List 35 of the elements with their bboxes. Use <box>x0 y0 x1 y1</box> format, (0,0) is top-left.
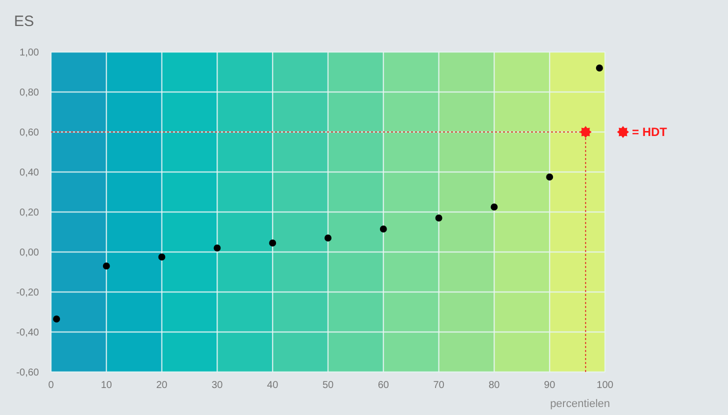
point <box>269 240 276 246</box>
legend-label: = HDT <box>632 125 668 140</box>
point <box>596 64 603 72</box>
y-tick-label: 0,40 <box>20 168 40 178</box>
x-tick-label: 40 <box>267 380 279 391</box>
y-tick-label: 0,60 <box>20 128 40 138</box>
point <box>435 214 442 222</box>
y-tick-label: -0,40 <box>16 328 40 338</box>
x-tick-label: 70 <box>433 380 445 391</box>
point <box>102 262 110 270</box>
point <box>53 316 60 322</box>
point <box>214 244 221 252</box>
point <box>324 234 332 242</box>
x-tick-label: 100 <box>596 380 614 391</box>
y-tick-label: 0,20 <box>20 208 40 218</box>
point <box>490 204 498 210</box>
point <box>380 226 387 232</box>
x-axis-title: percentielen <box>550 398 610 410</box>
y-axis-title: ES <box>14 13 34 30</box>
y-tick-label: 0,00 <box>20 248 40 258</box>
x-tick-label: 90 <box>544 380 556 391</box>
x-tick-label: 10 <box>100 380 112 391</box>
point <box>158 254 166 260</box>
x-tick-label: 30 <box>212 380 224 391</box>
point <box>546 174 554 180</box>
point <box>580 126 592 138</box>
x-tick-label: 20 <box>156 380 168 391</box>
y-tick-label: -0,60 <box>16 368 40 378</box>
x-tick-label: 60 <box>378 380 390 391</box>
x-tick-label: 50 <box>322 380 334 391</box>
y-tick-label: -0,20 <box>16 288 40 298</box>
y-tick-label: 0,80 <box>20 88 40 98</box>
y-tick-label: 1,00 <box>20 48 40 58</box>
x-tick-label: 0 <box>48 380 54 391</box>
x-tick-label: 80 <box>488 380 500 391</box>
